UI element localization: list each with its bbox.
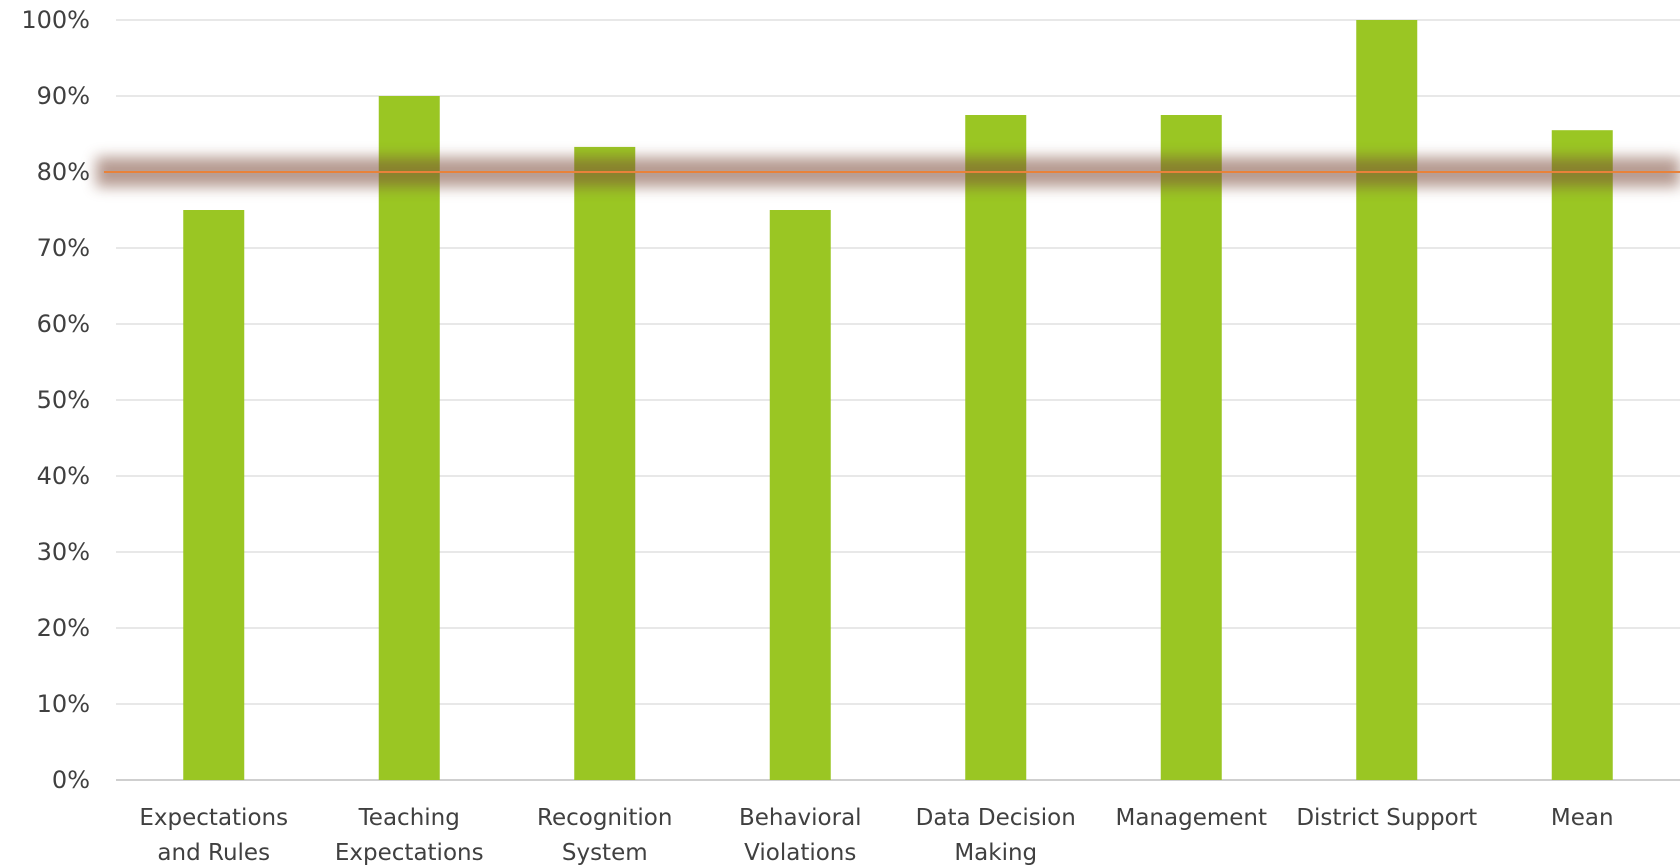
x-category-label: District Support [1296, 805, 1477, 831]
y-tick-label: 40% [37, 462, 90, 490]
x-category-label: Expectations [335, 840, 484, 866]
bar [1160, 115, 1222, 780]
y-tick-label: 90% [37, 82, 90, 110]
bar [574, 146, 636, 781]
x-category-label: Violations [744, 840, 856, 866]
x-category-label: Making [954, 840, 1037, 866]
y-tick-label: 60% [37, 310, 90, 338]
x-category-label: Behavioral [739, 805, 862, 831]
y-tick-label: 70% [37, 234, 90, 262]
x-category-label: Expectations [139, 805, 288, 831]
x-category-label: and Rules [157, 840, 270, 866]
bar [769, 210, 831, 780]
x-category-label: System [562, 840, 648, 866]
x-category-label: Teaching [358, 805, 460, 831]
bar [965, 115, 1027, 780]
bars [183, 20, 1613, 781]
y-tick-label: 20% [37, 614, 90, 642]
y-tick-label: 0% [52, 766, 90, 794]
y-tick-label: 30% [37, 538, 90, 566]
x-axis-category-labels: Expectations and Rules Teaching Expectation… [139, 805, 1613, 866]
y-tick-label: 10% [37, 690, 90, 718]
bar [1356, 20, 1418, 780]
y-axis-tick-labels: 0% 10% 20% 30% 40% 50% 60% 70% 80% 90% 100% [21, 6, 90, 794]
bar [183, 210, 245, 780]
y-tick-label: 80% [37, 158, 90, 186]
x-category-label: Management [1115, 805, 1267, 831]
x-category-label: Recognition [537, 805, 672, 831]
y-tick-label: 50% [37, 386, 90, 414]
x-category-label: Data Decision [916, 805, 1076, 831]
x-category-label: Mean [1551, 805, 1614, 831]
reference-line-group [96, 157, 1680, 187]
bar [378, 96, 440, 780]
gridlines [116, 19, 1680, 781]
bar [1551, 130, 1613, 780]
y-tick-label: 100% [21, 6, 90, 34]
